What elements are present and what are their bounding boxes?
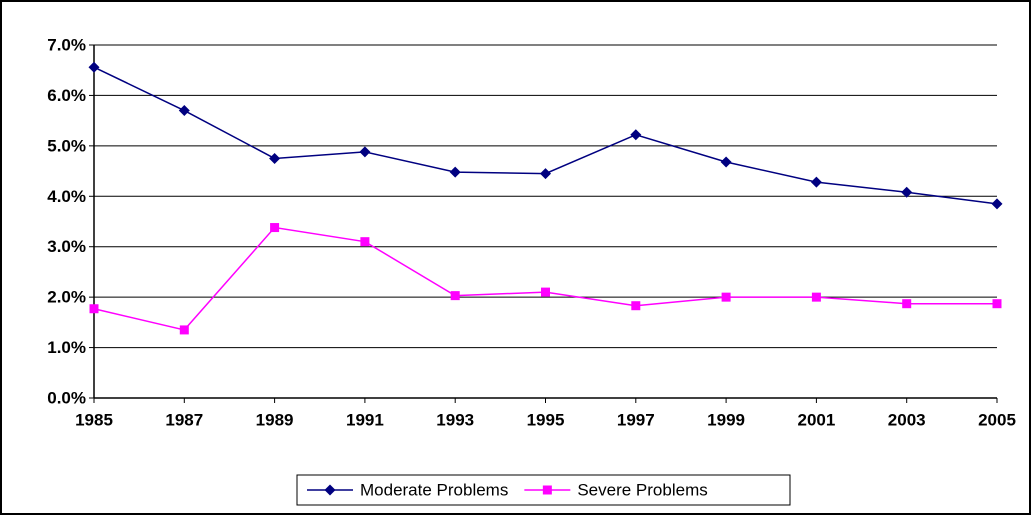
y-tick-label: 7.0% [47, 35, 86, 54]
marker [359, 146, 371, 158]
marker [449, 166, 461, 178]
marker [269, 152, 281, 164]
marker [630, 129, 642, 141]
marker [810, 176, 822, 188]
marker [88, 61, 100, 73]
marker [811, 292, 821, 302]
marker [631, 301, 641, 311]
x-tick-label: 1987 [165, 410, 203, 429]
x-tick-label: 2001 [797, 410, 835, 429]
y-tick-label: 1.0% [47, 338, 86, 357]
marker [901, 186, 913, 198]
marker [541, 287, 550, 297]
x-tick-label: 1997 [617, 410, 655, 429]
y-tick-label: 6.0% [47, 86, 86, 105]
marker [542, 485, 552, 495]
x-tick-label: 1985 [75, 410, 113, 429]
x-tick-label: 1993 [436, 410, 474, 429]
x-tick-label: 2003 [888, 410, 926, 429]
y-tick-label: 5.0% [47, 136, 86, 155]
x-tick-label: 1999 [707, 410, 745, 429]
marker [450, 291, 460, 301]
x-tick-label: 1995 [527, 410, 565, 429]
legend-label: Moderate Problems [360, 480, 508, 499]
x-tick-label: 1991 [346, 410, 384, 429]
marker [992, 299, 1002, 309]
x-tick-label: 1989 [256, 410, 294, 429]
marker [324, 484, 336, 496]
y-tick-label: 2.0% [47, 288, 86, 307]
legend-label: Severe Problems [577, 480, 707, 499]
marker [902, 299, 912, 309]
marker [721, 292, 731, 302]
y-tick-label: 0.0% [47, 388, 86, 407]
marker [179, 325, 189, 335]
marker [991, 198, 1003, 210]
y-tick-label: 4.0% [47, 187, 86, 206]
legend: Moderate Problems Severe Problems [296, 474, 791, 506]
x-tick-label: 2005 [978, 410, 1016, 429]
marker [178, 105, 190, 117]
marker [270, 223, 280, 233]
marker [89, 304, 99, 314]
marker [720, 156, 732, 168]
y-tick-label: 3.0% [47, 237, 86, 256]
marker [540, 168, 551, 180]
marker [360, 237, 370, 247]
